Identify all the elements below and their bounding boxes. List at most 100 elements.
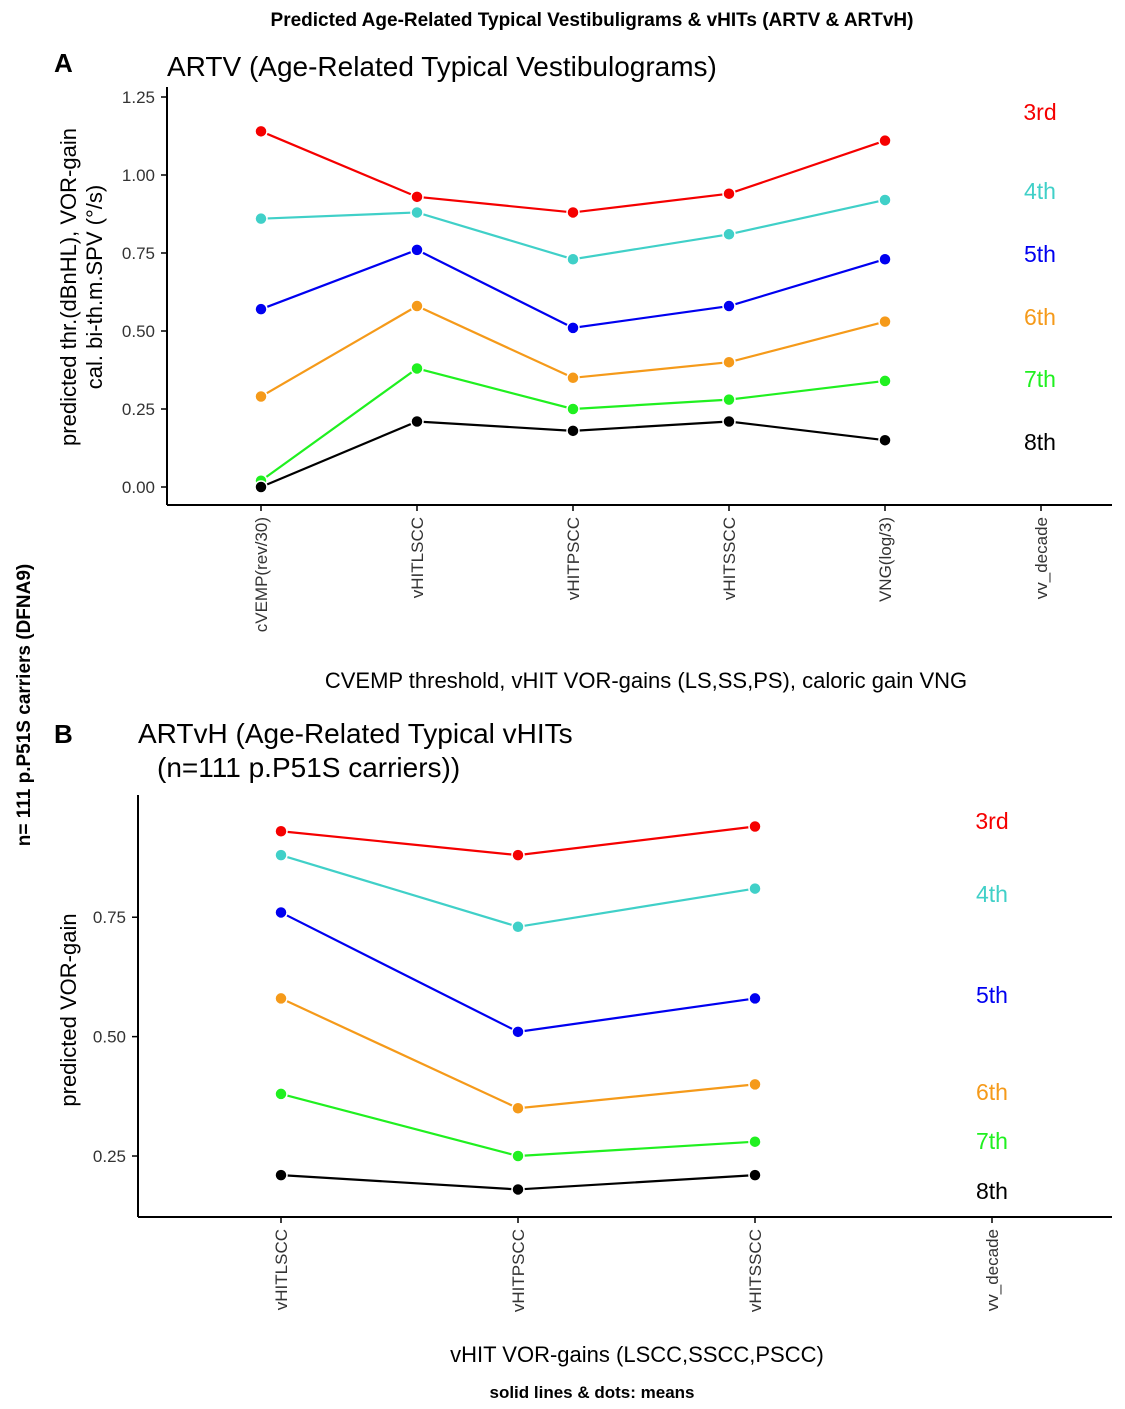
panel-b-x-tick-label: vHITSSCC [746,1229,765,1312]
panel-b-point-8th [274,1168,288,1182]
panel-b-point-4th [748,881,762,896]
panel-a-point-8th [722,414,736,429]
panel-a-point-7th [878,374,892,388]
panel-a-point-3rd [410,190,424,204]
panel-b-title-line-1: ARTvH (Age-Related Typical vHITs [138,718,573,749]
panel-a-point-8th [410,414,424,429]
panel-b-x-tick-label: vHITPSCC [509,1229,528,1312]
panel-b-point-3rd [748,819,762,834]
panel-b-point-3rd [274,824,288,839]
panel-a-y-tick-label: 1.25 [122,88,155,107]
panel-a-point-6th [722,355,736,369]
panel-a-series-label-3rd: 3rd [1023,99,1056,125]
panel-a-point-7th [566,402,580,416]
panel-a-point-5th [410,243,424,257]
panel-a-point-4th [722,227,736,242]
panel-a-point-6th [254,389,268,404]
panel-b-point-6th [274,991,288,1006]
panel-b-y-tick-label: 0.25 [93,1147,126,1166]
panel-a-point-4th [566,252,580,266]
panel-a-y-tick-label: 0.00 [122,478,155,497]
panel-b-point-4th [274,848,288,862]
panel-a-point-6th [878,314,892,329]
panel-b-series-label-6th: 6th [976,1079,1008,1105]
panel-b-point-5th [511,1025,525,1039]
panel-b-series-line-6th [280,997,756,1110]
panel-a-point-4th [878,193,892,207]
panel-b-point-6th [511,1101,525,1116]
panel-a-series-label-4th: 4th [1024,178,1056,204]
panel-b: B ARTvH (Age-Related Typical vHITs (n=11… [54,718,1112,1367]
panel-a-plot: 0.00 0.25 0.50 0.75 1.00 1.25 cVEMP(rev/30) vHI… [122,87,1112,632]
panel-a-point-4th [254,211,268,226]
panel-b-x-tick-label: vHITLSCC [272,1229,291,1310]
panel-b-series-label-5th: 5th [976,982,1008,1008]
panel-b-point-7th [274,1087,288,1101]
panel-a-ylabel: predicted thr.(dBnHL), VOR-gain cal. bi-… [56,128,107,446]
panel-a-x-tick-label: vHITPSCC [564,517,583,600]
panel-b-point-3rd [511,848,525,862]
panel-a-x-tick-label: vHITSSCC [720,517,739,600]
panel-a-point-4th [410,205,424,220]
panel-b-y-tick-label: 0.75 [93,908,126,927]
panel-a-point-3rd [878,133,892,148]
panel-a-series-label-6th: 6th [1024,304,1056,330]
panel-a-point-6th [410,299,424,313]
panel-a-x-tick-label: vv_decade [1032,517,1051,599]
panel-b-plot: 0.25 0.50 0.75 vHITLSCC vHITPSCC vHITSSCC vv_d… [93,795,1112,1312]
panel-a-ylabel-line-2: cal. bi-th.m.SPV (°/s) [82,185,107,389]
panel-b-x-tick-label: vv_decade [983,1229,1002,1311]
panel-a-point-5th [254,302,268,316]
panel-a-letter: A [54,48,73,78]
panel-a-point-7th [722,392,736,407]
panel-a-point-3rd [254,124,268,139]
panel-b-series-label-7th: 7th [976,1128,1008,1154]
panel-a-ylabel-line-1: predicted thr.(dBnHL), VOR-gain [56,128,81,446]
panel-b-point-5th [274,905,288,920]
panel-b-point-7th [511,1149,525,1163]
panel-a-point-7th [410,361,424,376]
panel-a-series-label-5th: 5th [1024,241,1056,267]
panel-a-point-8th [878,433,892,447]
panel-b-point-8th [748,1168,762,1182]
panel-b-series-label-8th: 8th [976,1178,1008,1204]
panel-a-point-5th [722,299,736,313]
panel-a-point-5th [878,252,892,266]
panel-a-point-8th [566,424,580,438]
panel-a-point-3rd [722,186,736,201]
panel-a-point-5th [566,321,580,335]
panel-a-y-tick-label: 1.00 [122,166,155,185]
panel-a-series-label-8th: 8th [1024,429,1056,455]
panel-a-x-tick-label: VNG(log/3) [876,517,895,602]
panel-b-point-8th [511,1182,525,1197]
panel-b-ylabel-line-1: predicted VOR-gain [56,913,81,1106]
panel-a-y-tick-label: 0.50 [122,322,155,341]
panel-b-point-4th [511,920,525,934]
panel-b-ylabel: predicted VOR-gain [56,913,81,1106]
panel-b-series-label-4th: 4th [976,881,1008,907]
footer-note: solid lines & dots: means [490,1383,695,1402]
side-label: n= 111 p.P51S carriers (DFNA9) [14,564,35,847]
panel-b-point-6th [748,1077,762,1092]
panel-a-xlabel: CVEMP threshold, vHIT VOR-gains (LS,SS,P… [325,668,967,693]
panel-b-xlabel: vHIT VOR-gains (LSCC,SSCC,PSCC) [450,1342,824,1367]
figure-title: Predicted Age-Related Typical Vestibulig… [271,10,914,31]
panel-b-point-7th [748,1134,762,1149]
panel-a-x-tick-label: vHITLSCC [408,517,427,598]
panel-a-point-8th [254,480,268,494]
panel-a-x-tick-label: cVEMP(rev/30) [252,517,271,632]
panel-b-title-line-2: (n=111 p.P51S carriers)) [157,752,460,783]
panel-b-point-5th [748,991,762,1006]
panel-a-point-6th [566,371,580,385]
panel-a-y-tick-label: 0.75 [122,244,155,263]
panel-b-series-line-4th [280,854,756,928]
panel-a-title: ARTV (Age-Related Typical Vestibulograms… [167,51,717,82]
panel-a-series-line-3rd [260,130,886,214]
panel-a-series-label-7th: 7th [1024,366,1056,392]
panel-a: A ARTV (Age-Related Typical Vestibulogra… [54,48,1112,693]
panel-a-point-3rd [566,205,580,220]
panel-b-y-tick-label: 0.50 [93,1028,126,1047]
panel-a-y-tick-label: 0.25 [122,400,155,419]
panel-b-letter: B [54,719,73,749]
